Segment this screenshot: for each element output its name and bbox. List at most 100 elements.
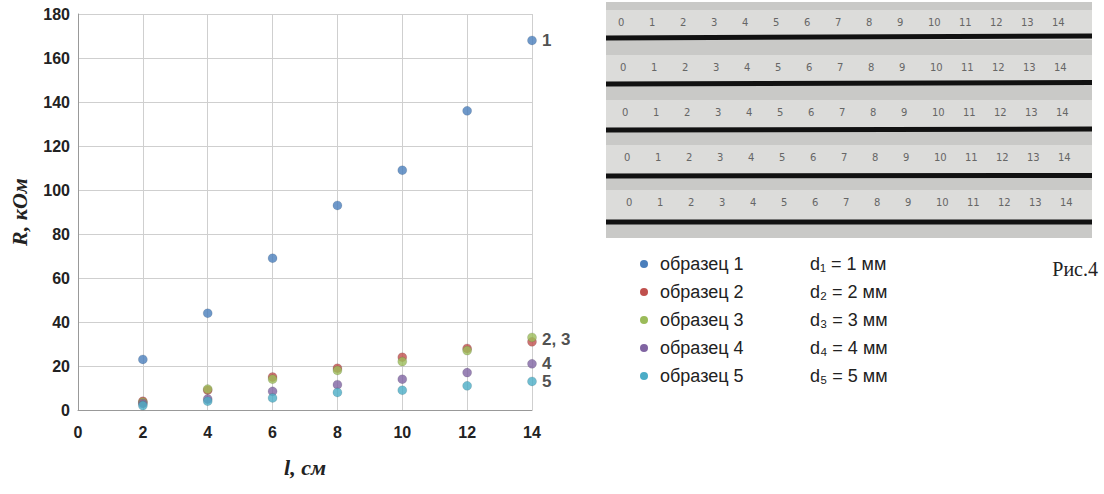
svg-text:6: 6 bbox=[808, 107, 814, 118]
svg-text:6: 6 bbox=[806, 62, 812, 73]
svg-text:9: 9 bbox=[903, 152, 909, 163]
svg-text:1: 1 bbox=[649, 17, 655, 28]
svg-text:160: 160 bbox=[43, 50, 70, 67]
svg-text:12: 12 bbox=[458, 424, 476, 441]
svg-text:10: 10 bbox=[930, 62, 943, 73]
svg-text:100: 100 bbox=[43, 182, 70, 199]
svg-text:1: 1 bbox=[542, 31, 551, 50]
svg-text:0: 0 bbox=[624, 152, 630, 163]
svg-text:14: 14 bbox=[1058, 152, 1071, 163]
svg-text:2: 2 bbox=[680, 17, 686, 28]
svg-text:8: 8 bbox=[870, 107, 876, 118]
svg-text:10: 10 bbox=[932, 107, 945, 118]
svg-text:180: 180 bbox=[43, 6, 70, 23]
svg-text:14: 14 bbox=[1060, 197, 1073, 208]
svg-text:4: 4 bbox=[203, 424, 212, 441]
svg-text:14: 14 bbox=[1054, 62, 1067, 73]
svg-text:6: 6 bbox=[812, 197, 818, 208]
svg-text:10: 10 bbox=[928, 17, 941, 28]
svg-text:8: 8 bbox=[868, 62, 874, 73]
svg-text:11: 11 bbox=[965, 152, 978, 163]
svg-text:11: 11 bbox=[963, 107, 976, 118]
svg-text:14: 14 bbox=[523, 424, 541, 441]
svg-text:10: 10 bbox=[936, 197, 949, 208]
svg-text:12: 12 bbox=[998, 197, 1011, 208]
svg-text:120: 120 bbox=[43, 138, 70, 155]
svg-text:2: 2 bbox=[684, 107, 690, 118]
svg-text:8: 8 bbox=[872, 152, 878, 163]
svg-text:7: 7 bbox=[843, 197, 849, 208]
svg-text:0: 0 bbox=[618, 17, 624, 28]
svg-text:4: 4 bbox=[746, 107, 752, 118]
svg-text:7: 7 bbox=[841, 152, 847, 163]
svg-text:12: 12 bbox=[992, 62, 1005, 73]
svg-text:2: 2 bbox=[138, 424, 147, 441]
svg-text:1: 1 bbox=[651, 62, 657, 73]
svg-text:5: 5 bbox=[542, 372, 551, 391]
html-text:Рис.4: Рис.4 bbox=[1052, 258, 1098, 280]
svg-text:3: 3 bbox=[719, 197, 725, 208]
svg-text:6: 6 bbox=[810, 152, 816, 163]
svg-text:0: 0 bbox=[622, 107, 628, 118]
svg-text:2: 2 bbox=[686, 152, 692, 163]
svg-text:4: 4 bbox=[542, 354, 552, 373]
svg-text:0: 0 bbox=[61, 402, 70, 419]
svg-text:11: 11 bbox=[959, 17, 972, 28]
svg-text:5: 5 bbox=[775, 62, 781, 73]
svg-text:R, кОм: R, кОм bbox=[7, 178, 32, 247]
svg-text:8: 8 bbox=[874, 197, 880, 208]
svg-text:12: 12 bbox=[990, 17, 1003, 28]
svg-text:60: 60 bbox=[52, 270, 70, 287]
svg-text:9: 9 bbox=[897, 17, 903, 28]
svg-text:8: 8 bbox=[333, 424, 342, 441]
svg-text:7: 7 bbox=[839, 107, 845, 118]
svg-text:14: 14 bbox=[1056, 107, 1069, 118]
svg-text:l, см: l, см bbox=[284, 455, 326, 480]
svg-text:9: 9 bbox=[901, 107, 907, 118]
svg-text:0: 0 bbox=[626, 197, 632, 208]
svg-text:2: 2 bbox=[688, 197, 694, 208]
svg-text:3: 3 bbox=[717, 152, 723, 163]
svg-text:10: 10 bbox=[393, 424, 411, 441]
svg-text:4: 4 bbox=[748, 152, 754, 163]
svg-text:13: 13 bbox=[1025, 107, 1038, 118]
svg-text:40: 40 bbox=[52, 314, 70, 331]
svg-text:14: 14 bbox=[1052, 17, 1065, 28]
svg-text:5: 5 bbox=[781, 197, 787, 208]
svg-text:9: 9 bbox=[899, 62, 905, 73]
svg-text:140: 140 bbox=[43, 94, 70, 111]
svg-text:2, 3: 2, 3 bbox=[542, 330, 570, 349]
svg-text:3: 3 bbox=[715, 107, 721, 118]
svg-text:6: 6 bbox=[268, 424, 277, 441]
svg-text:7: 7 bbox=[837, 62, 843, 73]
svg-text:4: 4 bbox=[750, 197, 756, 208]
svg-text:13: 13 bbox=[1023, 62, 1036, 73]
svg-text:10: 10 bbox=[934, 152, 947, 163]
svg-text:3: 3 bbox=[711, 17, 717, 28]
svg-text:1: 1 bbox=[655, 152, 661, 163]
svg-text:13: 13 bbox=[1027, 152, 1040, 163]
svg-text:4: 4 bbox=[744, 62, 750, 73]
svg-text:0: 0 bbox=[620, 62, 626, 73]
svg-text:2: 2 bbox=[682, 62, 688, 73]
svg-text:13: 13 bbox=[1029, 197, 1042, 208]
svg-text:8: 8 bbox=[866, 17, 872, 28]
svg-text:9: 9 bbox=[905, 197, 911, 208]
svg-text:5: 5 bbox=[773, 17, 779, 28]
svg-text:7: 7 bbox=[835, 17, 841, 28]
svg-text:5: 5 bbox=[779, 152, 785, 163]
svg-text:0: 0 bbox=[74, 424, 83, 441]
svg-text:1: 1 bbox=[657, 197, 663, 208]
svg-text:12: 12 bbox=[996, 152, 1009, 163]
svg-text:5: 5 bbox=[777, 107, 783, 118]
svg-text:13: 13 bbox=[1021, 17, 1034, 28]
svg-text:6: 6 bbox=[804, 17, 810, 28]
svg-text:80: 80 bbox=[52, 226, 70, 243]
svg-text:4: 4 bbox=[742, 17, 748, 28]
svg-text:3: 3 bbox=[713, 62, 719, 73]
svg-text:20: 20 bbox=[52, 358, 70, 375]
svg-text:1: 1 bbox=[653, 107, 659, 118]
svg-text:11: 11 bbox=[961, 62, 974, 73]
svg-text:11: 11 bbox=[967, 197, 980, 208]
svg-text:12: 12 bbox=[994, 107, 1007, 118]
